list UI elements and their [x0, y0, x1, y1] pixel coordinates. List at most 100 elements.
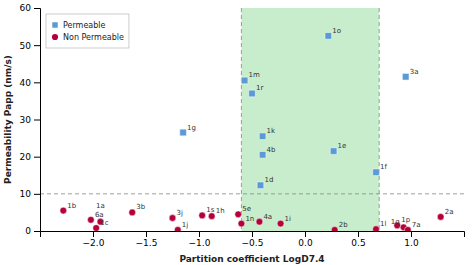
- tick-label: 30: [20, 115, 32, 125]
- tick-mark: [199, 231, 200, 237]
- point-label: 1a: [96, 202, 105, 210]
- tick-mark: [34, 45, 40, 46]
- point-label: 1g: [187, 124, 196, 132]
- point: [180, 129, 187, 136]
- x-axis-title: Partition coefficient LogD7.4: [179, 254, 324, 264]
- point-label: 2b: [339, 221, 348, 229]
- point-label: 3b: [136, 203, 145, 211]
- point-label: 5e: [242, 205, 251, 213]
- x-axis-line: [41, 232, 465, 238]
- point: [373, 226, 380, 231]
- point: [87, 216, 94, 223]
- point-label: 3a: [410, 68, 419, 76]
- tick-mark: [146, 231, 147, 237]
- point: [249, 90, 256, 97]
- tick-mark: [93, 231, 94, 237]
- legend: PermeableNon Permeable: [46, 14, 129, 48]
- point: [93, 225, 100, 231]
- tick: −1.5: [136, 231, 158, 248]
- tick: 0.5: [351, 231, 365, 248]
- point-label: 1r: [256, 84, 263, 92]
- point-label: 1d: [264, 176, 273, 184]
- point-label: 1j: [182, 221, 188, 229]
- tick: 50: [20, 41, 40, 51]
- point: [199, 212, 206, 219]
- point: [174, 227, 181, 232]
- tick: 0: [25, 226, 40, 236]
- reference-line: [40, 193, 464, 194]
- tick: −0.5: [242, 231, 264, 248]
- tick-mark: [34, 120, 40, 121]
- series: [180, 33, 409, 189]
- y-axis-title: Permeability Papp (nm/s): [3, 55, 13, 184]
- tick-label: 1.0: [404, 238, 419, 248]
- tick: 1.0: [404, 231, 419, 248]
- legend-box: [46, 14, 129, 48]
- legend-symbol: [52, 22, 57, 27]
- tick-mark: [34, 8, 40, 9]
- point: [259, 133, 266, 140]
- point: [169, 215, 176, 222]
- point: [331, 227, 338, 232]
- point: [437, 213, 444, 220]
- chart: −2.0 −1.5 −1.0 −0.5 0.0 0.5 1.0 0 10 20 30 40 50 60 Pa…: [0, 0, 474, 265]
- point-label: 1s: [206, 206, 214, 214]
- tick: 60: [20, 3, 40, 13]
- point-labels: 1g1m1r1k4b1d1o1e1f3a1b6a1a1c3b3j1j1s1h5e…: [67, 27, 453, 229]
- point: [373, 169, 380, 176]
- tick-label: −1.0: [189, 238, 211, 248]
- tick-label: 0.5: [351, 238, 365, 248]
- series: [60, 207, 444, 231]
- tick-label: 10: [20, 189, 32, 199]
- point: [325, 33, 332, 40]
- tick-label: 60: [20, 3, 32, 13]
- point-label: 3j: [177, 209, 183, 217]
- tick-mark: [252, 231, 253, 237]
- tick-mark: [305, 231, 306, 237]
- tick: 40: [20, 78, 40, 88]
- point: [330, 148, 337, 155]
- tick: 20: [20, 152, 40, 162]
- point-label: 1e: [338, 142, 347, 150]
- point-label: 7a: [412, 221, 421, 229]
- tick: −2.0: [83, 231, 105, 248]
- point: [238, 220, 245, 227]
- tick: −1.0: [189, 231, 211, 248]
- plot-area: [40, 8, 464, 231]
- legend-label: Permeable: [63, 21, 106, 30]
- tick-label: 20: [20, 152, 32, 162]
- point: [402, 73, 409, 80]
- point-label: 1q: [391, 218, 400, 226]
- point-label: 1p: [401, 216, 410, 224]
- point-label: 1k: [267, 127, 276, 135]
- x-axis: −2.0 −1.5 −1.0 −0.5 0.0 0.5 1.0: [41, 231, 465, 248]
- tick-mark: [34, 157, 40, 158]
- point: [277, 220, 284, 227]
- tick: 30: [20, 115, 40, 125]
- reference-line: [241, 8, 242, 231]
- point-label: 1n: [245, 215, 254, 223]
- point-label: 4b: [267, 146, 276, 154]
- shaded-region: [241, 8, 379, 231]
- y-axis: 0 10 20 30 40 50 60: [20, 3, 41, 236]
- point-label: 1l: [380, 220, 386, 228]
- tick-label: 0.0: [298, 238, 313, 248]
- point: [241, 77, 248, 84]
- reference-line: [379, 8, 380, 231]
- point-label: 1m: [249, 71, 260, 79]
- tick-label: 50: [20, 41, 32, 51]
- tick-mark: [34, 231, 40, 232]
- tick-label: −2.0: [83, 238, 105, 248]
- tick-mark: [358, 231, 359, 237]
- point-label: 1b: [67, 202, 76, 210]
- tick-label: −0.5: [242, 238, 264, 248]
- tick-label: −1.5: [136, 238, 158, 248]
- point-label: 6a: [95, 211, 104, 219]
- point: [404, 227, 411, 232]
- tick-mark: [34, 194, 40, 195]
- point: [235, 211, 242, 218]
- y-axis-line: [34, 9, 41, 232]
- point: [60, 207, 67, 214]
- tick-label: 40: [20, 78, 32, 88]
- point-label: 2a: [445, 208, 454, 216]
